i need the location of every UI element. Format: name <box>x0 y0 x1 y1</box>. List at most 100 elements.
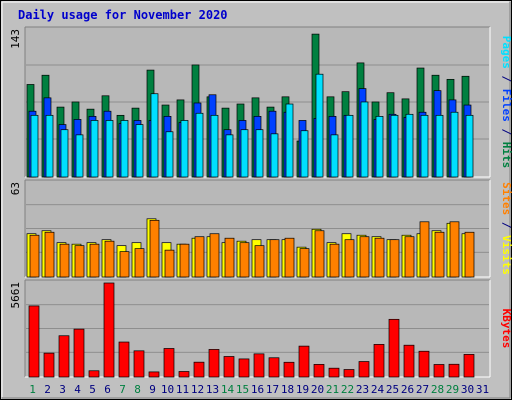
bar-pages-day-4 <box>75 134 84 178</box>
x-tick-label: 20 <box>311 383 324 396</box>
bar-sites-day-25 <box>389 239 400 278</box>
bar-sites-day-2 <box>44 231 55 278</box>
bar-sites-day-19 <box>299 248 310 278</box>
chart-panels: 143 Pages / Files / Hits 63 Sites / Visits 5… <box>9 26 512 378</box>
bar-pages-day-8 <box>135 124 144 178</box>
bar-kbytes-day-27 <box>418 350 430 378</box>
legend-entry: KBytes <box>500 309 512 349</box>
x-tick-label: 3 <box>59 383 66 396</box>
bar-kbytes-day-20 <box>313 364 325 378</box>
bar-pages-day-20 <box>315 73 324 178</box>
x-tick-label: 8 <box>134 383 141 396</box>
bar-sites-day-21 <box>329 243 340 278</box>
panel-bottom: 5661 KBytes <box>9 279 512 378</box>
bar-kbytes-day-24 <box>373 344 385 378</box>
x-tick-label: 1 <box>29 383 36 396</box>
x-tick-label: 6 <box>104 383 111 396</box>
bar-sites-day-16 <box>254 245 265 278</box>
panel-top: 143 Pages / Files / Hits <box>9 26 512 178</box>
bar-pages-day-18 <box>285 103 294 178</box>
bar-pages-day-29 <box>450 111 459 178</box>
bar-pages-day-28 <box>435 114 444 178</box>
legend-entry: / <box>500 215 512 235</box>
bar-sites-day-7 <box>119 251 130 278</box>
bar-sites-day-15 <box>239 242 250 278</box>
bar-kbytes-day-9 <box>148 371 160 378</box>
bar-kbytes-day-4 <box>73 328 85 378</box>
bar-kbytes-day-17 <box>268 357 280 378</box>
bar-sites-day-30 <box>464 231 475 278</box>
bar-kbytes-day-18 <box>283 361 295 378</box>
bar-kbytes-day-3 <box>58 335 70 378</box>
bar-pages-day-23 <box>360 101 369 178</box>
x-tick-label: 28 <box>431 383 444 396</box>
bar-sites-day-24 <box>374 237 385 278</box>
bar-sites-day-3 <box>59 243 70 278</box>
x-tick-label: 25 <box>386 383 399 396</box>
x-tick-label: 24 <box>371 383 385 396</box>
bar-sites-day-13 <box>209 233 220 278</box>
bar-sites-day-8 <box>134 248 145 278</box>
legend-middle: Sites / Visits <box>500 182 512 275</box>
y-max-label-middle: 63 <box>9 182 22 195</box>
x-axis-labels: 1 2 3 4 5 6 7 8 9 10 11 12 13 14 15 16 17 18 19 20 21 22 23 24 2… <box>29 383 489 396</box>
bar-kbytes-day-14 <box>223 356 235 378</box>
bar-sites-day-11 <box>179 243 190 278</box>
x-tick-label: 26 <box>401 383 414 396</box>
bar-kbytes-day-1 <box>28 305 40 378</box>
y-max-label-top: 143 <box>9 29 22 49</box>
bar-kbytes-day-12 <box>193 361 205 378</box>
bar-kbytes-day-29 <box>448 363 460 378</box>
bar-sites-day-14 <box>224 237 235 278</box>
legend-entry: Pages <box>500 36 512 69</box>
bar-sites-day-23 <box>359 236 370 278</box>
panel-middle: 63 Sites / Visits <box>9 179 512 278</box>
bar-pages-day-1 <box>30 114 39 178</box>
bar-pages-day-25 <box>390 114 399 178</box>
y-max-label-bottom: 5661 <box>9 282 22 309</box>
bar-sites-day-18 <box>284 237 295 278</box>
x-tick-label: 30 <box>461 383 474 396</box>
bar-pages-day-9 <box>150 93 159 178</box>
x-tick-label: 17 <box>266 383 279 396</box>
bar-pages-day-16 <box>255 129 264 178</box>
legend-entry: / <box>500 69 512 89</box>
bar-kbytes-day-25 <box>388 318 400 378</box>
bar-sites-day-6 <box>104 240 115 278</box>
bar-kbytes-day-7 <box>118 341 130 378</box>
x-tick-label: 14 <box>221 383 235 396</box>
bar-kbytes-day-19 <box>298 345 310 378</box>
bar-pages-day-19 <box>300 130 309 178</box>
x-tick-label: 12 <box>191 383 204 396</box>
legend-entry: Sites <box>500 182 512 215</box>
bar-pages-day-2 <box>45 114 54 178</box>
bar-pages-day-22 <box>345 114 354 178</box>
bar-kbytes-day-10 <box>163 348 175 378</box>
bar-kbytes-day-5 <box>88 370 100 378</box>
x-tick-label: 7 <box>119 383 126 396</box>
bar-pages-day-26 <box>405 113 414 178</box>
bar-pages-day-5 <box>90 120 99 178</box>
legend-entry: Hits <box>500 142 512 169</box>
x-tick-label: 5 <box>89 383 96 396</box>
bar-pages-day-6 <box>105 120 114 178</box>
bar-pages-day-11 <box>180 120 189 178</box>
bar-kbytes-day-6 <box>103 282 115 378</box>
bar-pages-day-12 <box>195 112 204 178</box>
bar-kbytes-day-22 <box>343 369 355 378</box>
bar-kbytes-day-30 <box>463 354 475 378</box>
bar-sites-day-17 <box>269 239 280 278</box>
bar-pages-day-17 <box>270 133 279 178</box>
chart-title: Daily usage for November 2020 <box>18 8 228 22</box>
bar-sites-day-22 <box>344 239 355 278</box>
series-sites <box>29 219 475 278</box>
bar-kbytes-day-2 <box>43 352 55 378</box>
bar-kbytes-day-13 <box>208 349 220 378</box>
x-tick-label: 15 <box>236 383 249 396</box>
x-tick-label: 23 <box>356 383 369 396</box>
bar-sites-day-5 <box>89 243 100 278</box>
series-kbytes <box>28 282 475 378</box>
bar-kbytes-day-26 <box>403 344 415 378</box>
x-tick-label: 2 <box>44 383 51 396</box>
bar-kbytes-day-23 <box>358 361 370 378</box>
